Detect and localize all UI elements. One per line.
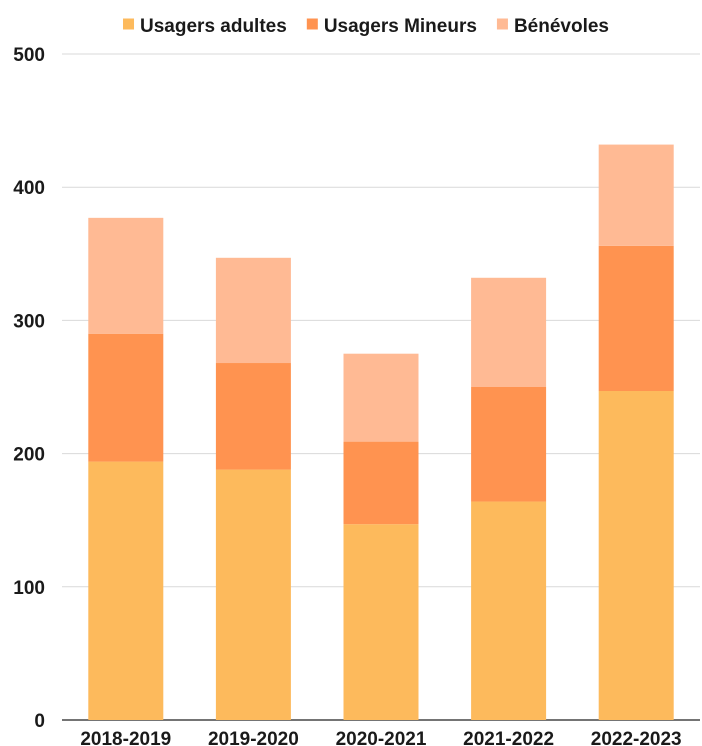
legend-item: Bénévoles xyxy=(496,16,609,37)
bar-segment-usagers-adultes xyxy=(471,501,547,720)
x-tick-label: 2022-2023 xyxy=(591,729,682,746)
x-tick-label: 2021-2022 xyxy=(463,729,554,746)
x-tick-label: 2018-2019 xyxy=(80,729,171,746)
legend-item: Usagers Mineurs xyxy=(306,16,477,37)
y-tick-label: 100 xyxy=(13,578,45,599)
legend-swatch xyxy=(496,18,508,30)
bar-segment-b-n-voles xyxy=(215,257,291,364)
legend-label: Bénévoles xyxy=(514,16,609,37)
bar-stack xyxy=(343,353,419,720)
bar-stack xyxy=(471,277,547,720)
bar-segment-usagers-mineurs xyxy=(598,245,674,391)
x-axis-ticks: 2018-2019 2019-2020 2020-2021 2021-2022 2022… xyxy=(80,729,681,746)
x-tick-label: 2020-2021 xyxy=(336,729,427,746)
y-tick-label: 200 xyxy=(13,445,45,466)
legend-swatch xyxy=(306,18,318,30)
y-tick-label: 300 xyxy=(13,311,45,332)
bar-segment-usagers-mineurs xyxy=(471,387,547,502)
bar-stack xyxy=(215,257,291,720)
y-tick-label: 500 xyxy=(13,45,45,66)
legend-label: Usagers Mineurs xyxy=(324,16,477,37)
bar-segment-usagers-mineurs xyxy=(343,441,419,525)
bars xyxy=(88,144,674,720)
legend-swatch xyxy=(123,18,135,30)
bar-segment-usagers-adultes xyxy=(343,524,419,720)
bar-segment-usagers-adultes xyxy=(215,469,291,720)
bar-segment-b-n-voles xyxy=(88,217,164,334)
bar-segment-b-n-voles xyxy=(343,353,419,442)
y-tick-label: 400 xyxy=(13,178,45,199)
bar-segment-usagers-mineurs xyxy=(88,333,164,462)
y-axis-ticks: 0 100 200 300 400 500 xyxy=(13,45,45,732)
legend: Usagers adultes Usagers Mineurs Bénévoles xyxy=(123,16,609,37)
y-tick-label: 0 xyxy=(34,711,45,732)
bar-segment-usagers-adultes xyxy=(598,390,674,720)
bar-segment-b-n-voles xyxy=(471,277,547,387)
legend-item: Usagers adultes xyxy=(123,16,287,37)
legend-label: Usagers adultes xyxy=(140,16,287,37)
bar-segment-usagers-mineurs xyxy=(215,363,291,470)
bar-stack xyxy=(88,217,164,720)
bar-segment-b-n-voles xyxy=(598,144,674,246)
bar-segment-usagers-adultes xyxy=(88,461,164,720)
x-tick-label: 2019-2020 xyxy=(208,729,299,746)
bar-stack xyxy=(598,144,674,720)
